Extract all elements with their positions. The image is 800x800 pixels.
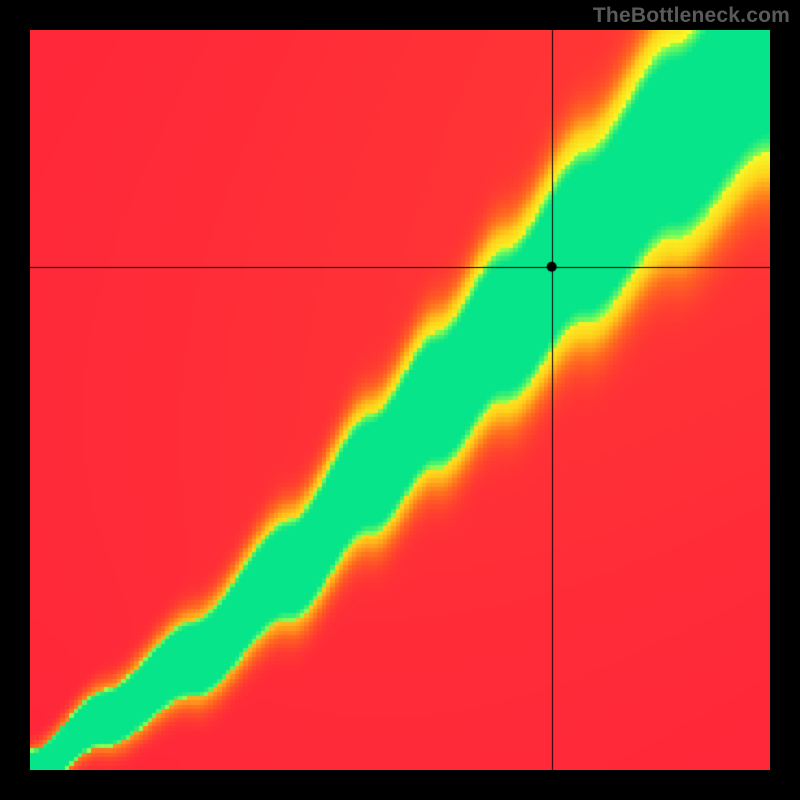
chart-frame: TheBottleneck.com [0, 0, 800, 800]
watermark-text: TheBottleneck.com [593, 4, 790, 28]
crosshair-overlay [30, 30, 770, 770]
